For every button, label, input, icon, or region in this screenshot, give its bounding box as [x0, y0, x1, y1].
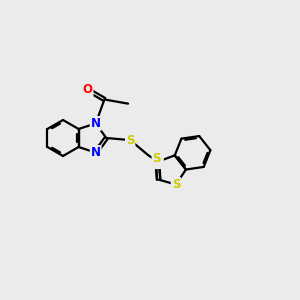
- Text: S: S: [126, 134, 134, 147]
- Text: S: S: [172, 178, 180, 191]
- Text: O: O: [82, 83, 92, 96]
- Text: S: S: [152, 152, 161, 165]
- Text: N: N: [153, 155, 163, 168]
- Text: N: N: [91, 117, 101, 130]
- Text: N: N: [91, 146, 101, 159]
